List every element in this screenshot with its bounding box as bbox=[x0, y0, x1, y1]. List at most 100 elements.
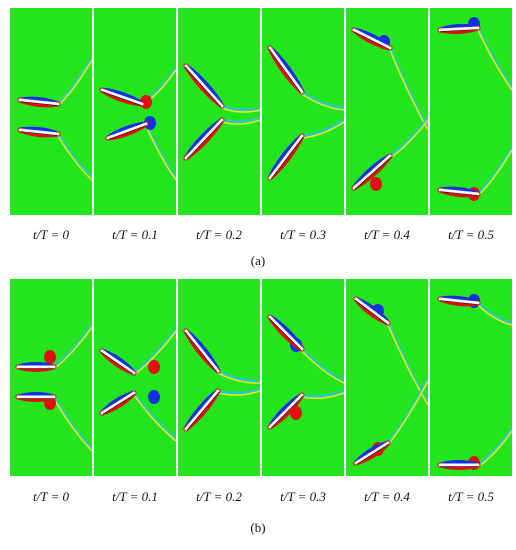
vorticity-field bbox=[99, 328, 176, 442]
foil-outline bbox=[354, 156, 392, 190]
foil-outline bbox=[19, 131, 58, 136]
foil-body bbox=[100, 391, 136, 415]
foil-outline bbox=[108, 125, 147, 140]
vorticity-field bbox=[353, 296, 428, 466]
wake-cyan bbox=[221, 104, 260, 112]
subfigure-text: (b) bbox=[250, 520, 266, 535]
panel-a-t01 bbox=[94, 8, 176, 215]
time-text: t/T = 0 bbox=[33, 489, 69, 504]
foil-outline bbox=[440, 29, 479, 32]
time-text: t/T = 0 bbox=[33, 227, 69, 242]
wake-cyan bbox=[300, 347, 344, 383]
foil-outline bbox=[184, 331, 218, 373]
panel-a-t04 bbox=[346, 8, 428, 215]
foil-body bbox=[184, 389, 220, 431]
wake-cyan bbox=[56, 57, 92, 106]
foil-body bbox=[100, 349, 136, 375]
foil-outline bbox=[101, 91, 142, 106]
foil-body bbox=[268, 393, 304, 429]
wake-yellow bbox=[301, 350, 344, 384]
wake-yellow bbox=[53, 398, 92, 452]
vorticity-field bbox=[437, 294, 512, 470]
panel-b-t02 bbox=[178, 279, 260, 476]
time-text: t/T = 0.3 bbox=[280, 227, 326, 242]
panel-a-t03 bbox=[262, 8, 344, 215]
panel-b-t05 bbox=[430, 279, 512, 476]
subfigure-text: (a) bbox=[250, 253, 266, 268]
time-label-a-4: t/T = 0.4 bbox=[337, 227, 437, 243]
wake-cyan bbox=[144, 123, 176, 179]
positive-vortex bbox=[370, 177, 382, 191]
wake-yellow bbox=[387, 380, 428, 446]
foil-body bbox=[438, 188, 480, 196]
foil-outline bbox=[268, 48, 302, 94]
foil-outline bbox=[186, 391, 220, 431]
wake-cyan bbox=[301, 90, 344, 110]
time-label-a-5: t/T = 0.5 bbox=[421, 227, 516, 243]
time-label-a-3: t/T = 0.3 bbox=[253, 227, 353, 243]
foil-outline bbox=[353, 31, 390, 50]
positive-vortex bbox=[148, 360, 160, 374]
foil-outline bbox=[270, 395, 304, 429]
foil-body bbox=[352, 154, 392, 190]
time-label-b-0: t/T = 0 bbox=[1, 489, 101, 505]
wake-yellow bbox=[133, 394, 176, 442]
time-text: t/T = 0.5 bbox=[448, 227, 494, 242]
wake-cyan bbox=[476, 301, 512, 325]
foil-body bbox=[354, 441, 390, 465]
time-text: t/T = 0.3 bbox=[280, 489, 326, 504]
subfigure-label-a: (a) bbox=[228, 253, 288, 269]
wake-yellow bbox=[53, 326, 92, 370]
foil-body bbox=[100, 88, 144, 106]
foil-outline bbox=[102, 394, 135, 415]
vorticity-field bbox=[15, 324, 92, 452]
vorticity-field bbox=[267, 314, 344, 430]
time-label-a-1: t/T = 0.1 bbox=[85, 227, 185, 243]
panel-b-t01 bbox=[94, 279, 176, 476]
wake-cyan bbox=[217, 369, 260, 383]
vorticity-field bbox=[351, 27, 428, 191]
wake-cyan bbox=[389, 117, 428, 158]
time-text: t/T = 0.4 bbox=[364, 489, 410, 504]
vorticity-field bbox=[99, 67, 176, 181]
wake-cyan bbox=[477, 428, 512, 467]
time-label-a-0: t/T = 0 bbox=[1, 227, 101, 243]
wake-yellow bbox=[301, 392, 344, 400]
vorticity-field bbox=[437, 17, 512, 201]
panel-b-t0 bbox=[10, 279, 92, 476]
wake-yellow bbox=[217, 390, 260, 396]
time-text: t/T = 0.5 bbox=[448, 489, 494, 504]
time-label-b-3: t/T = 0.3 bbox=[253, 489, 353, 505]
wake-yellow bbox=[477, 304, 512, 326]
foil-body bbox=[184, 329, 220, 373]
foil-outline bbox=[439, 191, 478, 196]
wake-cyan bbox=[52, 396, 92, 451]
foil-outline bbox=[184, 66, 222, 108]
foil-outline bbox=[19, 101, 58, 106]
foil-body bbox=[106, 122, 148, 140]
wake-yellow bbox=[301, 121, 344, 139]
vorticity-field bbox=[17, 57, 92, 181]
panel-a-t02 bbox=[178, 8, 260, 215]
foil-body bbox=[438, 26, 480, 32]
wake-yellow bbox=[57, 135, 92, 181]
negative-vortex bbox=[144, 116, 156, 130]
panel-b-t04 bbox=[346, 279, 428, 476]
foil-body bbox=[268, 46, 304, 94]
wake-cyan bbox=[132, 392, 176, 441]
wake-yellow bbox=[133, 330, 176, 376]
wake-cyan bbox=[301, 389, 344, 398]
panel-a-t05 bbox=[430, 8, 512, 215]
wake-cyan bbox=[388, 47, 428, 129]
foil-outline bbox=[268, 317, 302, 351]
foil-body bbox=[268, 134, 304, 180]
foil-body bbox=[352, 28, 392, 50]
foil-outline bbox=[270, 136, 304, 180]
wake-yellow bbox=[57, 59, 92, 107]
subfigure-label-b: (b) bbox=[228, 520, 288, 536]
wake-yellow bbox=[145, 125, 176, 181]
wake-cyan bbox=[221, 116, 260, 124]
foil-outline bbox=[439, 300, 478, 305]
wake-cyan bbox=[56, 133, 92, 180]
wake-yellow bbox=[477, 29, 512, 91]
